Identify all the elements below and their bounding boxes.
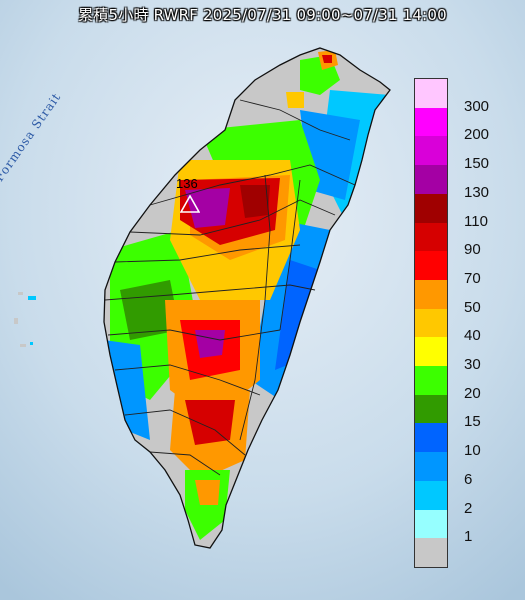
legend-tick-label: 50 — [464, 298, 481, 316]
legend-swatch — [415, 165, 447, 195]
legend-swatch — [415, 394, 447, 424]
legend-tick-label: 30 — [464, 356, 481, 374]
legend-tick-label: 200 — [464, 126, 490, 144]
legend-swatch — [415, 452, 447, 482]
legend-swatch — [415, 366, 447, 396]
legend-tick-label: 1 — [464, 528, 473, 546]
legend-tick-label: 15 — [464, 413, 481, 431]
legend-tick-label: 130 — [464, 183, 490, 201]
legend-tick-label: 2 — [464, 499, 473, 517]
peak-triangle-icon — [180, 195, 200, 213]
legend-swatch — [415, 251, 447, 281]
legend-swatch — [415, 480, 447, 511]
legend-tick-label: 110 — [464, 212, 488, 230]
legend-tick-label: 300 — [464, 97, 490, 115]
legend-swatch — [415, 107, 447, 137]
legend-tick-label: 6 — [464, 470, 473, 488]
penghu-islands — [14, 292, 36, 347]
legend-swatch — [415, 538, 447, 568]
legend-swatch — [415, 423, 447, 453]
legend-tick-label: 90 — [464, 241, 481, 259]
map-title: 累積5小時 RWRF 2025/07/31 09:00~07/31 14:00 — [78, 6, 447, 24]
legend-tick-label: 40 — [464, 327, 481, 345]
legend-swatch — [415, 136, 447, 166]
legend-swatch — [415, 279, 447, 310]
legend-swatch — [415, 337, 447, 367]
legend-tick-label: 10 — [464, 442, 481, 460]
legend-swatch — [415, 79, 447, 109]
legend-tick-label: 150 — [464, 155, 490, 173]
legend-swatch — [415, 308, 447, 338]
legend-swatch — [415, 222, 447, 252]
legend-tick-label: 70 — [464, 269, 481, 287]
legend-tick-label: 20 — [464, 384, 481, 402]
legend-swatch — [415, 509, 447, 539]
taiwan-coastline — [103, 47, 391, 549]
legend-colorbar — [414, 78, 448, 568]
legend-swatch — [415, 193, 447, 224]
county-boundaries — [104, 99, 356, 476]
legend: 300 200 150 130 110 90 70 50 40 30 20 15 10 6 2 1 — [414, 78, 519, 568]
peak-value-label: 136 — [176, 176, 198, 191]
